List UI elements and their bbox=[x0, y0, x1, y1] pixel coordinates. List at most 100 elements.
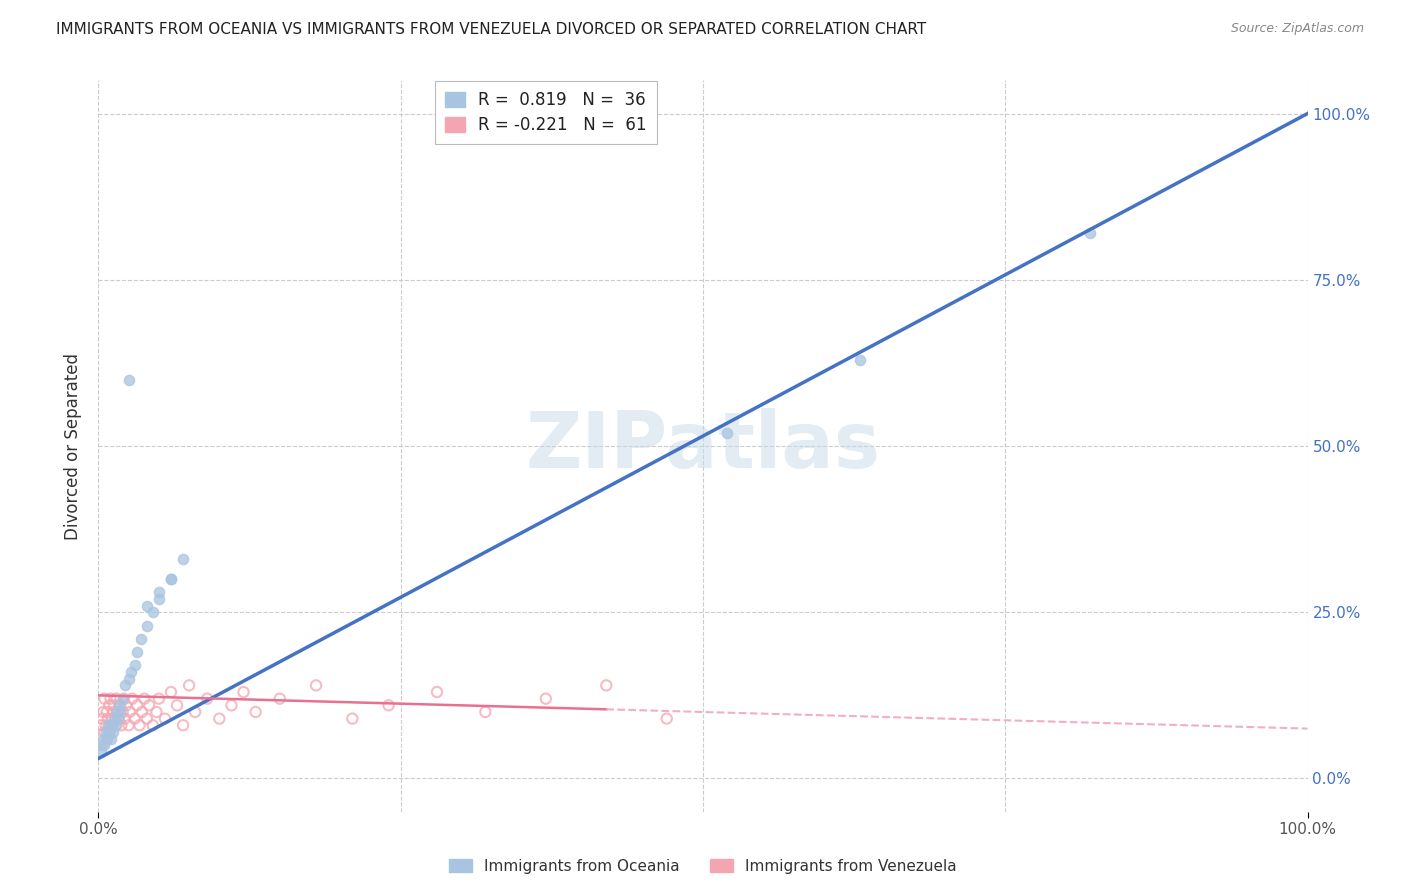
Point bbox=[100, 691, 122, 706]
Point bbox=[104, 712, 127, 726]
Point bbox=[91, 705, 114, 719]
Point bbox=[118, 372, 141, 386]
Point bbox=[184, 705, 207, 719]
Point bbox=[105, 705, 128, 719]
Point bbox=[93, 691, 115, 706]
Point bbox=[101, 725, 124, 739]
Point bbox=[91, 738, 114, 752]
Point bbox=[107, 712, 129, 726]
Point bbox=[135, 618, 157, 632]
Point bbox=[118, 672, 141, 686]
Point bbox=[534, 691, 557, 706]
Point bbox=[91, 731, 114, 746]
Point bbox=[97, 718, 120, 732]
Point bbox=[221, 698, 243, 713]
Point bbox=[172, 718, 194, 732]
Point bbox=[112, 691, 135, 706]
Point bbox=[107, 705, 129, 719]
Point bbox=[96, 731, 118, 746]
Point bbox=[232, 685, 254, 699]
Point bbox=[145, 705, 167, 719]
Point bbox=[172, 552, 194, 566]
Point bbox=[208, 712, 231, 726]
Point bbox=[111, 705, 134, 719]
Y-axis label: Divorced or Separated: Divorced or Separated bbox=[65, 352, 83, 540]
Point bbox=[474, 705, 496, 719]
Point bbox=[179, 678, 201, 692]
Point bbox=[101, 705, 124, 719]
Text: Source: ZipAtlas.com: Source: ZipAtlas.com bbox=[1230, 22, 1364, 36]
Point bbox=[160, 572, 183, 586]
Point bbox=[108, 698, 131, 713]
Point bbox=[100, 718, 122, 732]
Point bbox=[96, 731, 118, 746]
Point bbox=[148, 591, 170, 606]
Point bbox=[94, 718, 117, 732]
Legend: R =  0.819   N =  36, R = -0.221   N =  61: R = 0.819 N = 36, R = -0.221 N = 61 bbox=[434, 81, 657, 144]
Legend: Immigrants from Oceania, Immigrants from Venezuela: Immigrants from Oceania, Immigrants from… bbox=[443, 853, 963, 880]
Point bbox=[342, 712, 364, 726]
Point bbox=[111, 691, 134, 706]
Point bbox=[118, 705, 141, 719]
Point bbox=[96, 705, 118, 719]
Point bbox=[93, 725, 115, 739]
Point bbox=[595, 678, 617, 692]
Point bbox=[849, 352, 872, 367]
Point bbox=[118, 718, 141, 732]
Point bbox=[138, 698, 160, 713]
Point bbox=[148, 585, 170, 599]
Point bbox=[110, 718, 132, 732]
Point bbox=[90, 745, 112, 759]
Point bbox=[98, 698, 121, 713]
Point bbox=[108, 705, 131, 719]
Point bbox=[98, 725, 121, 739]
Text: ZIPatlas: ZIPatlas bbox=[526, 408, 880, 484]
Point bbox=[128, 718, 150, 732]
Point bbox=[94, 725, 117, 739]
Text: IMMIGRANTS FROM OCEANIA VS IMMIGRANTS FROM VENEZUELA DIVORCED OR SEPARATED CORRE: IMMIGRANTS FROM OCEANIA VS IMMIGRANTS FR… bbox=[56, 22, 927, 37]
Point bbox=[115, 698, 138, 713]
Point bbox=[131, 705, 153, 719]
Point bbox=[97, 712, 120, 726]
Point bbox=[305, 678, 328, 692]
Point bbox=[93, 738, 115, 752]
Point bbox=[108, 698, 131, 713]
Point bbox=[108, 712, 131, 726]
Point bbox=[98, 725, 121, 739]
Point bbox=[716, 425, 738, 440]
Point bbox=[127, 698, 149, 713]
Point bbox=[120, 665, 142, 679]
Point bbox=[100, 712, 122, 726]
Point bbox=[135, 712, 157, 726]
Point bbox=[377, 698, 399, 713]
Point bbox=[105, 718, 128, 732]
Point bbox=[91, 712, 114, 726]
Point bbox=[100, 731, 122, 746]
Point bbox=[103, 712, 125, 726]
Point bbox=[160, 685, 183, 699]
Point bbox=[245, 705, 267, 719]
Point bbox=[160, 572, 183, 586]
Point bbox=[153, 712, 176, 726]
Point bbox=[166, 698, 188, 713]
Point bbox=[1078, 226, 1101, 240]
Point bbox=[121, 691, 143, 706]
Point bbox=[195, 691, 218, 706]
Point bbox=[124, 712, 146, 726]
Point bbox=[269, 691, 291, 706]
Point bbox=[142, 605, 165, 619]
Point bbox=[114, 678, 136, 692]
Point bbox=[134, 691, 156, 706]
Point bbox=[114, 712, 136, 726]
Point bbox=[142, 718, 165, 732]
Point bbox=[104, 718, 127, 732]
Point bbox=[655, 712, 678, 726]
Point bbox=[124, 658, 146, 673]
Point bbox=[100, 718, 122, 732]
Point bbox=[103, 698, 125, 713]
Point bbox=[90, 718, 112, 732]
Point bbox=[148, 691, 170, 706]
Point bbox=[129, 632, 152, 646]
Point bbox=[426, 685, 449, 699]
Point bbox=[127, 645, 149, 659]
